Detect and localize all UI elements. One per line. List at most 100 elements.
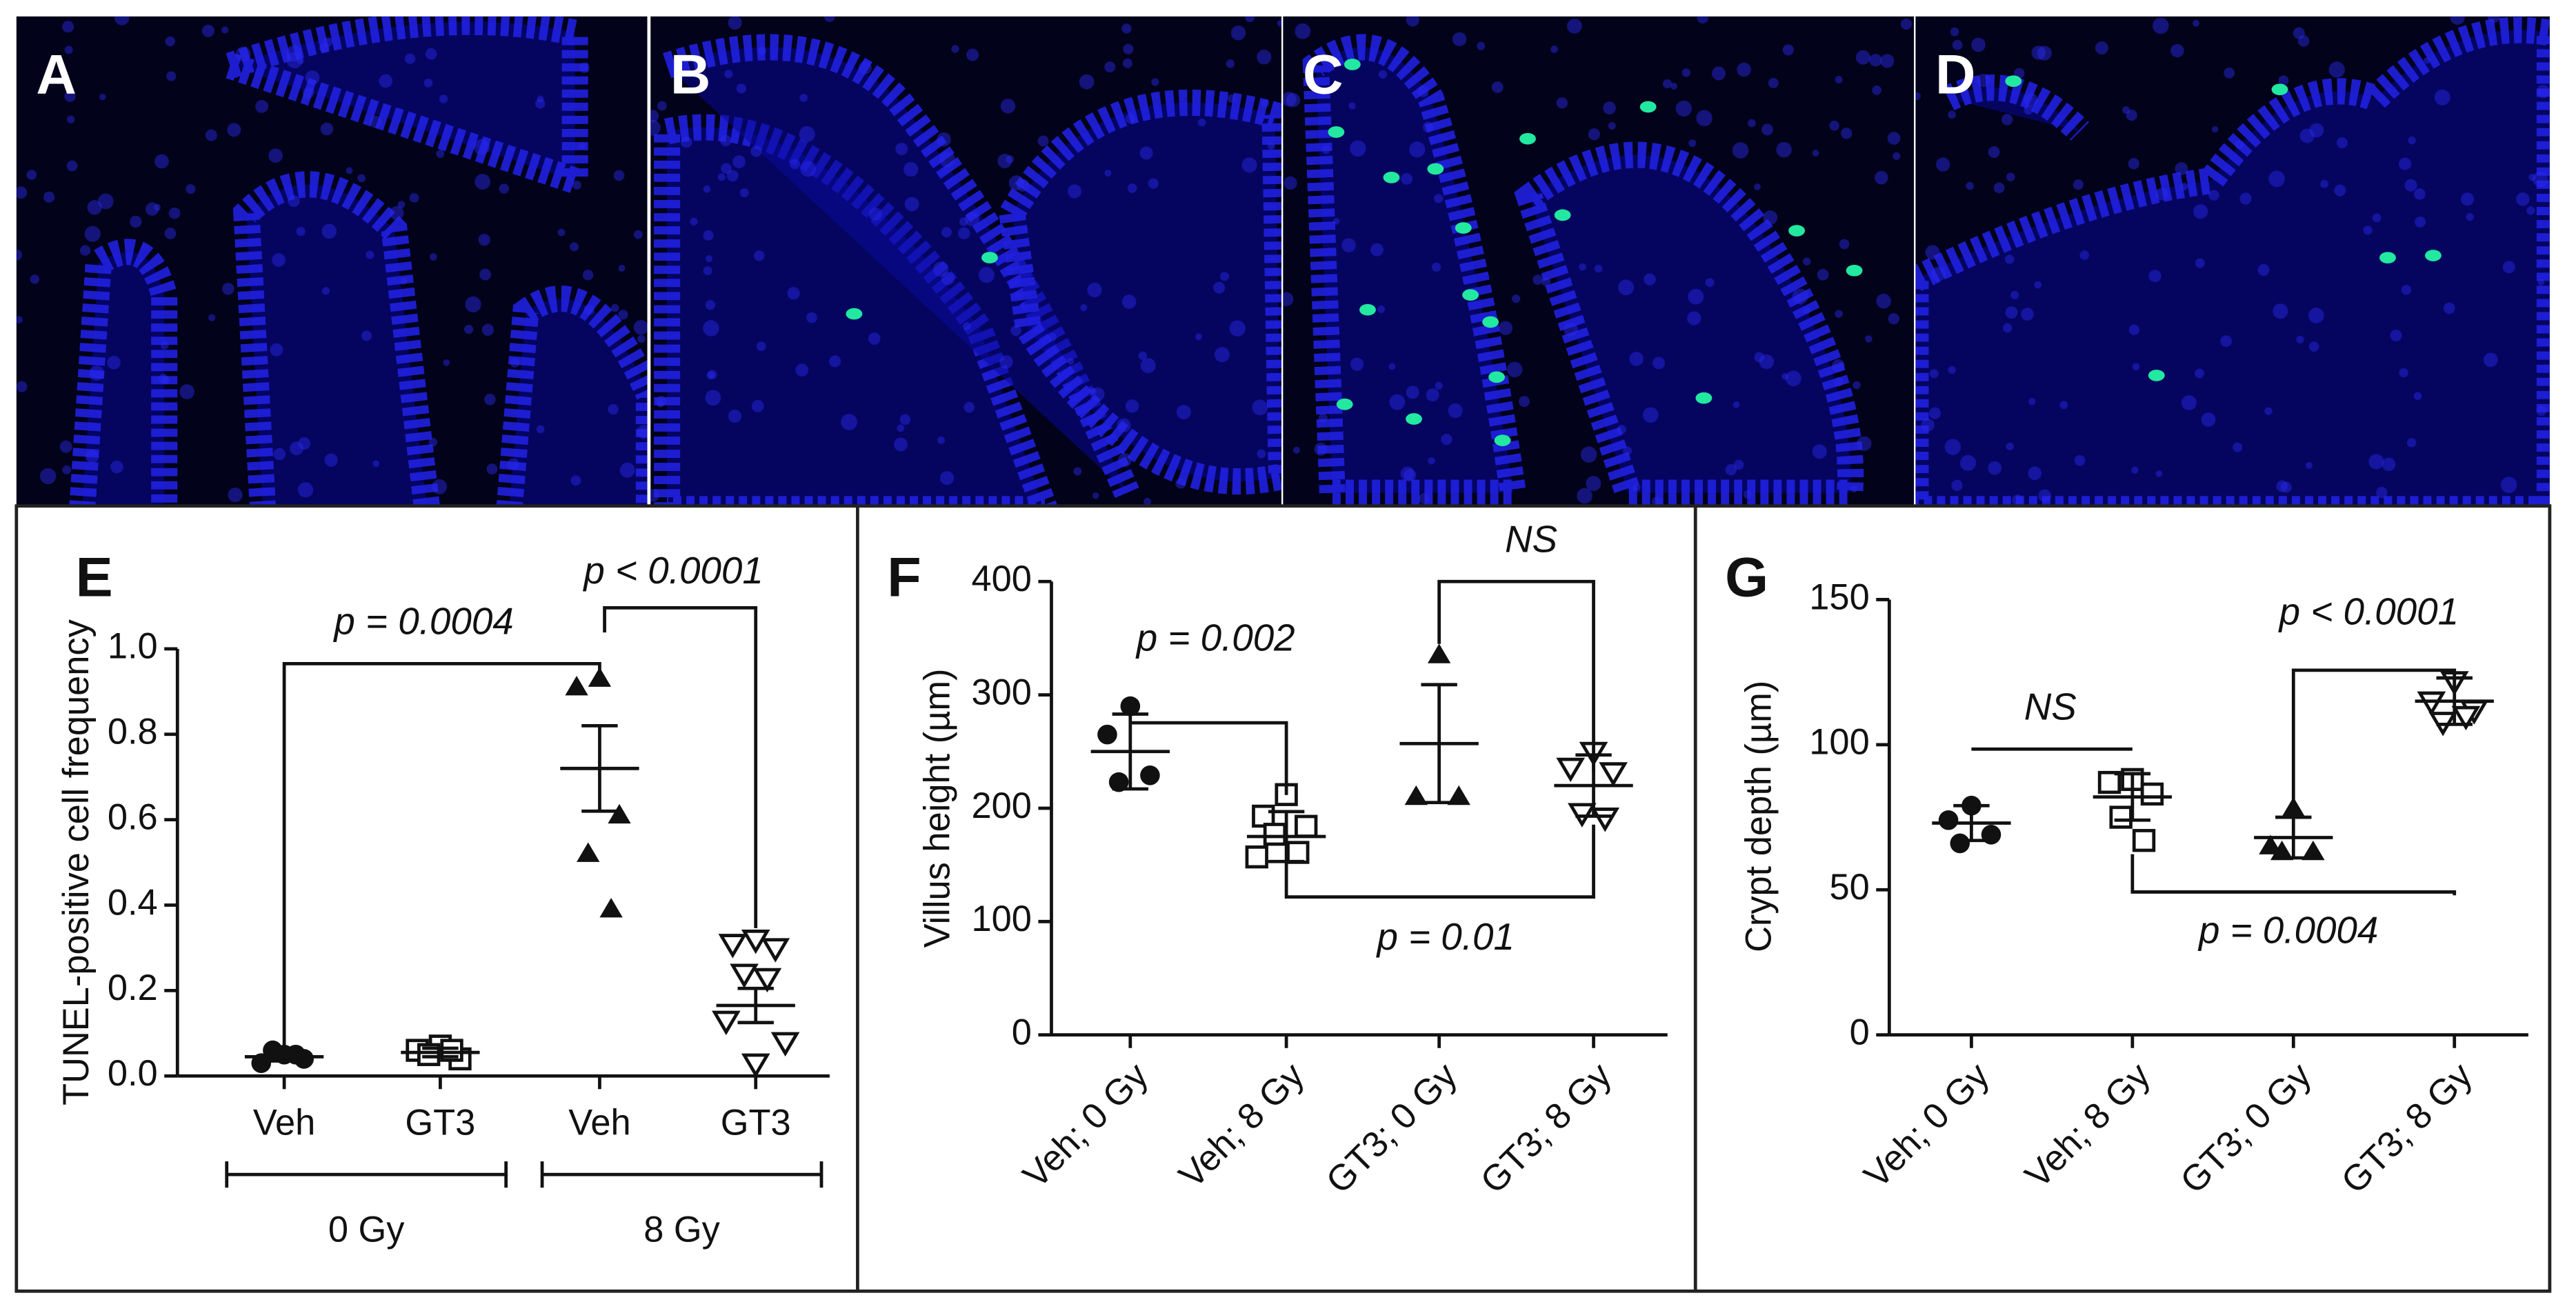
nucleus: [1776, 141, 1792, 158]
panel-letter: B: [670, 44, 710, 106]
nucleus: [1850, 485, 1857, 493]
nucleus: [2006, 442, 2014, 451]
significance-label: p < 0.0001: [2278, 590, 2459, 632]
y-tick-label: 1.0: [108, 627, 158, 667]
nucleus: [361, 330, 372, 341]
nucleus: [1617, 425, 1626, 434]
significance-label: p < 0.0001: [582, 549, 763, 592]
tissue: [1915, 16, 2550, 506]
nucleus: [1833, 377, 1844, 387]
y-tick-label: 150: [1809, 577, 1869, 617]
nucleus: [1662, 79, 1673, 89]
nucleus: [739, 188, 749, 198]
nucleus: [2502, 261, 2515, 274]
data-point: [741, 1053, 770, 1079]
nucleus: [680, 136, 692, 148]
nucleus: [2414, 188, 2426, 200]
nucleus: [2328, 61, 2345, 78]
nucleus: [1332, 218, 1340, 225]
nucleus: [1872, 86, 1882, 95]
nucleus: [2264, 407, 2273, 415]
nucleus: [428, 437, 438, 447]
nucleus: [1127, 183, 1137, 193]
nucleus: [1577, 488, 1592, 504]
nucleus: [1802, 257, 1811, 266]
nucleus: [2005, 306, 2018, 319]
nucleus: [2278, 75, 2289, 86]
nucleus: [1915, 92, 1921, 101]
nucleus: [110, 460, 123, 474]
nucleus: [2293, 27, 2305, 39]
tunel-positive-cell: [1846, 264, 1863, 277]
nucleus: [26, 170, 37, 180]
nucleus: [186, 184, 196, 194]
x-tick-label: GT3; 0 Gy: [2173, 1055, 2319, 1201]
nucleus: [1747, 119, 1756, 128]
group-label: 0 Gy: [328, 1210, 405, 1250]
nucleus: [2235, 139, 2244, 150]
tissue-edge: [69, 239, 178, 506]
nucleus: [904, 197, 919, 212]
nucleus: [2533, 171, 2548, 188]
nucleus: [305, 70, 320, 86]
nucleus: [1792, 288, 1808, 305]
nucleus: [800, 161, 816, 177]
nucleus: [273, 448, 286, 461]
nucleus: [2483, 352, 2498, 368]
nucleus: [2128, 158, 2140, 170]
nucleus: [2006, 172, 2015, 181]
nucleus: [2059, 401, 2068, 410]
nucleus: [2175, 162, 2188, 176]
tunel-positive-cell: [1336, 398, 1353, 410]
nucleus: [298, 437, 311, 450]
nucleus: [2257, 263, 2270, 276]
tunel-positive-cell: [1488, 371, 1505, 383]
data-point: [1286, 841, 1310, 864]
tunel-positive-cell: [1519, 132, 1536, 145]
nucleus: [937, 132, 951, 147]
nucleus: [1643, 407, 1659, 423]
nucleus: [439, 94, 448, 103]
nucleus: [1143, 497, 1152, 506]
nucleus: [1229, 320, 1246, 337]
chart-letter: E: [76, 547, 113, 609]
nucleus: [409, 193, 419, 203]
nucleus: [732, 155, 746, 169]
nucleus: [1348, 102, 1356, 110]
nucleus: [1618, 279, 1635, 296]
nucleus: [2399, 368, 2408, 378]
nucleus: [1426, 388, 1439, 402]
nucleus: [903, 161, 919, 177]
data-point: [1108, 772, 1129, 792]
nucleus: [1448, 403, 1463, 419]
nucleus: [1944, 439, 1961, 455]
nucleus: [2268, 170, 2285, 188]
nucleus: [633, 320, 648, 335]
significance-label: p = 0.01: [1375, 915, 1514, 958]
nucleus: [1245, 16, 1255, 23]
y-axis-label: Crypt depth (µm): [1739, 681, 1779, 952]
data-point: [2302, 840, 2325, 861]
y-tick-label: 0.4: [108, 883, 158, 923]
tissue: [1283, 16, 1913, 506]
nucleus: [650, 489, 659, 502]
nucleus: [114, 16, 130, 26]
tissue-fill: [246, 184, 427, 506]
nucleus: [16, 316, 23, 324]
nucleus: [939, 151, 955, 168]
data-point: [1120, 696, 1141, 717]
nucleus: [1067, 358, 1075, 365]
nucleus: [2408, 136, 2416, 145]
nucleus: [1121, 294, 1137, 309]
nucleus: [1567, 18, 1582, 34]
nucleus: [1869, 54, 1882, 67]
nucleus: [1705, 278, 1715, 288]
x-tick-label: GT3; 8 Gy: [2334, 1055, 2480, 1201]
nucleus: [1506, 361, 1523, 378]
significance-bracket: [2130, 854, 2457, 896]
nucleus: [2296, 335, 2304, 344]
nucleus: [272, 253, 286, 267]
nucleus: [959, 217, 968, 226]
nucleus: [2126, 109, 2137, 121]
nucleus: [997, 153, 1012, 169]
